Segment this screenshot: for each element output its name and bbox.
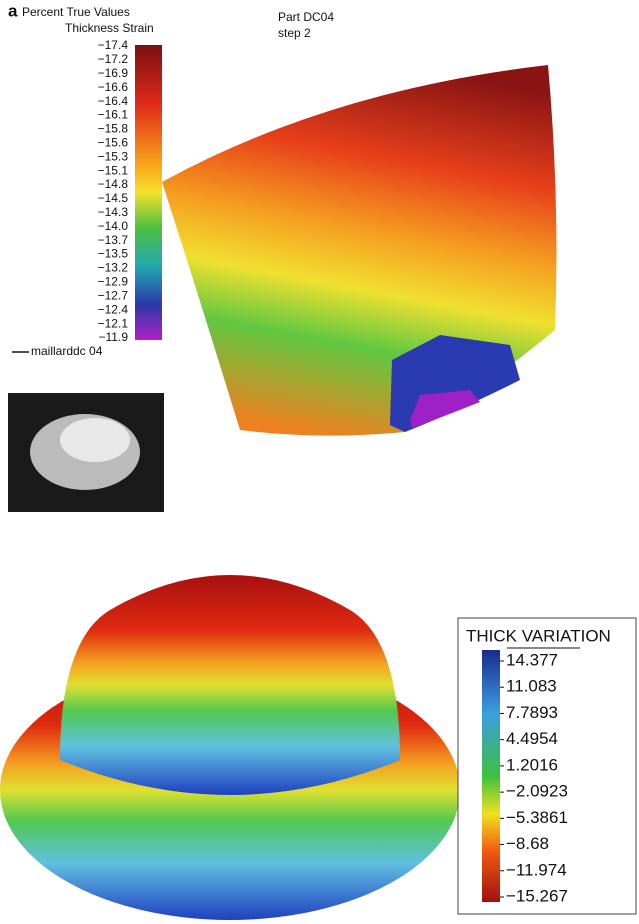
- scale-label: −13.7: [98, 233, 129, 247]
- scale-label: −8.68: [506, 834, 549, 853]
- scale-label: 1.2016: [506, 755, 558, 774]
- scale-label: −16.1: [98, 108, 129, 122]
- scale-label: −16.9: [98, 66, 129, 80]
- scale-label: −13.2: [98, 261, 129, 275]
- mesh-label: maillarddc 04: [31, 344, 103, 358]
- scale-label: −15.267: [506, 886, 568, 905]
- scale-label: 14.377: [506, 650, 558, 669]
- photo-part: [60, 418, 130, 462]
- scale-label: −11.9: [99, 330, 129, 344]
- scale-label: −14.5: [98, 191, 129, 205]
- scale-label: −12.9: [98, 275, 129, 289]
- part-label: Part DC04: [278, 10, 334, 24]
- panel-label: a: [8, 1, 18, 20]
- scale-label: 4.4954: [506, 729, 558, 748]
- scale-label: −12.7: [98, 288, 129, 302]
- scale-label: −15.6: [98, 136, 129, 150]
- step-label: step 2: [278, 26, 311, 40]
- colorbar: [482, 650, 500, 902]
- dome: [60, 575, 400, 795]
- scale-label: −14.3: [98, 205, 129, 219]
- legend-title: Thickness Strain: [65, 21, 154, 35]
- scale-label: −14.0: [98, 219, 129, 233]
- scale-label: −5.3861: [506, 808, 568, 827]
- scale-label: 11.083: [506, 677, 557, 696]
- figure: a Percent True Values Thickness Strain −…: [0, 0, 639, 924]
- scale-label: −16.4: [98, 94, 129, 108]
- scale-label: −13.5: [98, 247, 129, 261]
- colorbar: [135, 45, 162, 340]
- scale-label: −15.1: [98, 163, 129, 177]
- legend-title: THICK VARIATION: [466, 626, 611, 645]
- strain-region: [410, 390, 480, 428]
- scale-label: 7.7893: [506, 703, 558, 722]
- scale-label: −12.1: [98, 316, 129, 330]
- scale-label: −17.4: [98, 38, 129, 52]
- scale-label: −16.6: [98, 80, 129, 94]
- scale-label: −12.4: [98, 302, 129, 316]
- scale-label: −17.2: [98, 52, 129, 66]
- scale-label: −11.974: [506, 860, 567, 879]
- scale-label: −15.8: [98, 122, 129, 136]
- scale-label: −2.0923: [506, 782, 568, 801]
- legend-title: Percent True Values: [22, 5, 130, 19]
- scale-label: −15.3: [98, 149, 129, 163]
- scale-label: −14.8: [98, 177, 129, 191]
